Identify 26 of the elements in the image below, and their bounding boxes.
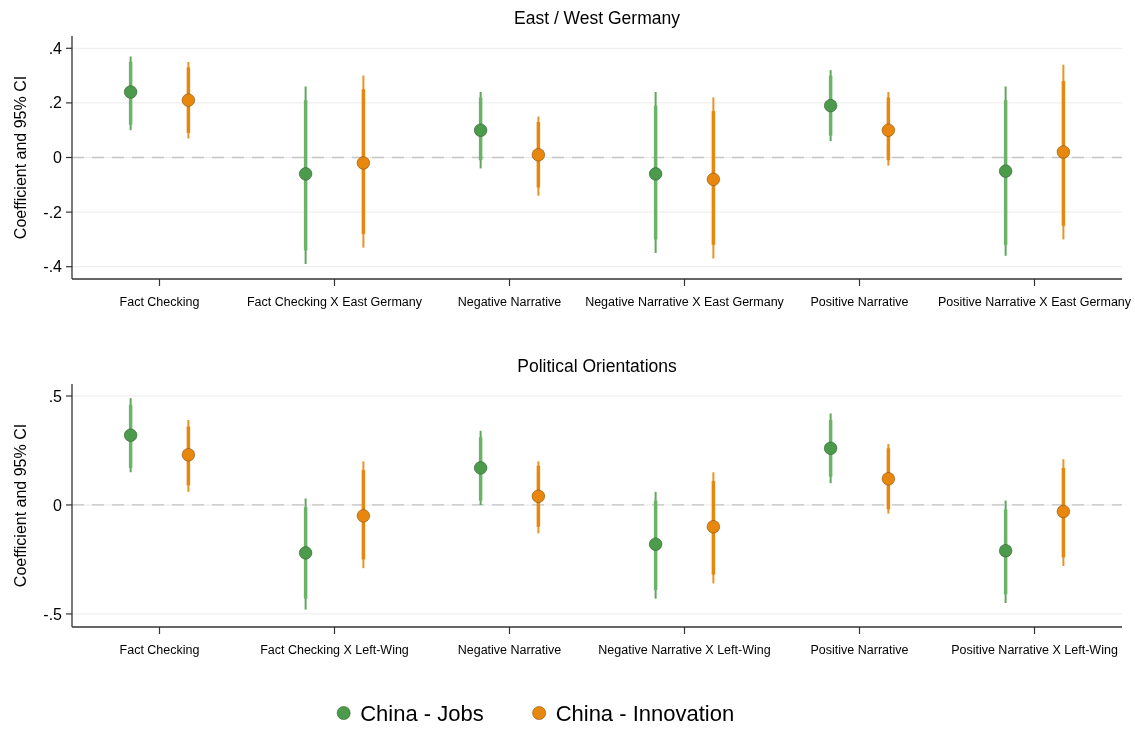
x-tick-label: Negative Narrative X East Germany	[585, 295, 785, 309]
x-tick-label: Negative Narrative	[457, 295, 562, 309]
y-tick-label: 0	[53, 496, 63, 514]
legend-label: China - Innovation	[555, 700, 735, 726]
x-tick-label: Positive Narrative X East Germany	[937, 295, 1132, 309]
y-axis-title: Coefficient and 95% CI	[12, 423, 29, 588]
y-tick-label: -.5	[43, 605, 63, 623]
x-tick-label: Fact Checking	[119, 643, 200, 657]
x-tick-label: Negative Narrative X Left-Wing	[598, 643, 771, 657]
legend-label: China - Jobs	[360, 700, 484, 726]
x-tick-label: Fact Checking	[119, 295, 200, 309]
y-tick-label: 0	[53, 149, 63, 167]
chart-title: Political Orientations	[517, 356, 677, 376]
y-tick-label: -.2	[43, 203, 63, 221]
y-tick-label: .4	[48, 39, 63, 57]
x-tick-label: Positive Narrative	[810, 295, 909, 309]
y-tick-label: .5	[48, 387, 63, 405]
x-tick-label: Negative Narrative	[457, 643, 562, 657]
x-tick-label: Fact Checking X Left-Wing	[260, 643, 409, 657]
x-tick-label: Fact Checking X East Germany	[246, 295, 423, 309]
x-tick-label: Positive Narrative	[810, 643, 909, 657]
y-axis-title: Coefficient and 95% CI	[12, 75, 29, 240]
y-tick-label: .2	[48, 94, 63, 112]
y-tick-label: -.4	[43, 258, 63, 276]
x-tick-label: Positive Narrative X Left-Wing	[951, 643, 1118, 657]
chart-title: East / West Germany	[514, 8, 681, 28]
